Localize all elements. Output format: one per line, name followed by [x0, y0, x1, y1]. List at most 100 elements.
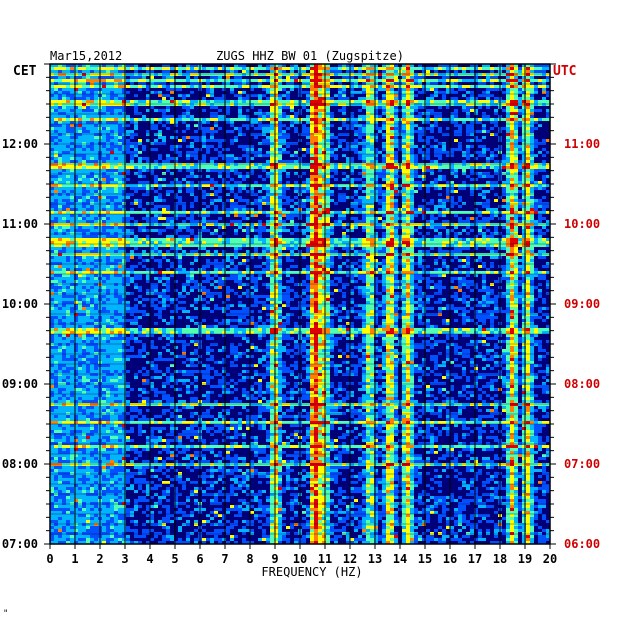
spectrogram-cell [106, 193, 110, 196]
spectrogram-cell [514, 97, 518, 100]
spectrogram-cell [238, 73, 242, 76]
spectrogram-cell [282, 139, 286, 142]
spectrogram-cell [478, 223, 482, 226]
spectrogram-cell [502, 100, 506, 103]
spectrogram-cell [258, 124, 262, 127]
spectrogram-cell [506, 118, 510, 121]
spectrogram-cell [66, 124, 70, 127]
spectrogram-cell [58, 169, 62, 172]
spectrogram-cell [434, 166, 438, 169]
spectrogram-cell [514, 73, 518, 76]
spectrogram-cell [70, 64, 74, 67]
spectrogram-cell [510, 109, 514, 112]
spectrogram-cell [430, 166, 434, 169]
spectrogram-cell [310, 166, 314, 169]
spectrogram-cell [66, 145, 70, 148]
spectrogram-cell [66, 106, 70, 109]
spectrogram-cell [74, 145, 78, 148]
spectrogram-cell [230, 100, 234, 103]
spectrogram-cell [118, 208, 122, 211]
spectrogram-cell [326, 160, 330, 163]
spectrogram-cell [234, 211, 238, 214]
spectrogram-cell [54, 133, 58, 136]
spectrogram-cell [522, 91, 526, 94]
spectrogram-cell [474, 217, 478, 220]
spectrogram-cell [458, 88, 462, 91]
spectrogram-cell [494, 181, 498, 184]
spectrogram-cell [238, 118, 242, 121]
spectrogram-cell [402, 103, 406, 106]
spectrogram-cell [378, 118, 382, 121]
spectrogram-cell [218, 184, 222, 187]
spectrogram-cell [78, 97, 82, 100]
spectrogram-cell [90, 109, 94, 112]
spectrogram-cell [78, 157, 82, 160]
spectrogram-cell [374, 76, 378, 79]
spectrogram-cell [90, 106, 94, 109]
spectrogram-cell [50, 76, 54, 79]
spectrogram-cell [206, 94, 210, 97]
spectrogram-cell [314, 145, 318, 148]
spectrogram-cell [118, 127, 122, 130]
spectrogram-cell [114, 127, 118, 130]
spectrogram-cell [94, 70, 98, 73]
spectrogram-cell [106, 127, 110, 130]
spectrogram-cell [230, 73, 234, 76]
spectrogram-cell [542, 154, 546, 157]
spectrogram-cell [102, 199, 106, 202]
spectrogram-cell [506, 94, 510, 97]
spectrogram-cell [118, 67, 122, 70]
spectrogram-cell [274, 97, 278, 100]
spectrogram-cell [278, 187, 282, 190]
spectrogram-cell [82, 157, 86, 160]
spectrogram-cell [238, 103, 242, 106]
spectrogram-cell [542, 73, 546, 76]
spectrogram-cell [190, 190, 194, 193]
spectrogram-cell [90, 130, 94, 133]
spectrogram-cell [262, 79, 266, 82]
spectrogram-cell [170, 223, 174, 226]
spectrogram-cell [166, 193, 170, 196]
spectrogram-cell [338, 193, 342, 196]
spectrogram-cell [386, 220, 390, 223]
spectrogram-cell [130, 133, 134, 136]
spectrogram-cell [294, 154, 298, 157]
spectrogram-cell [242, 133, 246, 136]
spectrogram-cell [374, 121, 378, 124]
spectrogram-cell [134, 211, 138, 214]
spectrogram-cell [306, 76, 310, 79]
spectrogram-cell [118, 172, 122, 175]
spectrogram-cell [66, 73, 70, 76]
spectrogram-cell [402, 67, 406, 70]
spectrogram-cell [194, 79, 198, 82]
spectrogram-cell [82, 178, 86, 181]
spectrogram-cell [82, 142, 86, 145]
spectrogram-cell [54, 136, 58, 139]
spectrogram-cell [386, 79, 390, 82]
spectrogram-cell [62, 205, 66, 208]
spectrogram-cell [374, 97, 378, 100]
spectrogram-cell [326, 208, 330, 211]
spectrogram-cell [94, 181, 98, 184]
spectrogram-cell [110, 133, 114, 136]
spectrogram-cell [274, 103, 278, 106]
spectrogram-cell [266, 160, 270, 163]
spectrogram-cell [234, 196, 238, 199]
spectrogram-cell [454, 91, 458, 94]
spectrogram-cell [138, 79, 142, 82]
spectrogram-cell [54, 178, 58, 181]
spectrogram-cell [346, 184, 350, 187]
spectrogram-cell [458, 211, 462, 214]
spectrogram-cell [450, 82, 454, 85]
spectrogram-cell [258, 220, 262, 223]
spectrogram-cell [394, 94, 398, 97]
spectrogram-cell [454, 82, 458, 85]
spectrogram-cell [410, 76, 414, 79]
spectrogram-cell [54, 223, 58, 226]
spectrogram-cell [490, 79, 494, 82]
spectrogram-cell [514, 127, 518, 130]
spectrogram-cell [362, 127, 366, 130]
spectrogram-cell [406, 73, 410, 76]
spectrogram-cell [122, 106, 126, 109]
spectrogram-cell [386, 145, 390, 148]
